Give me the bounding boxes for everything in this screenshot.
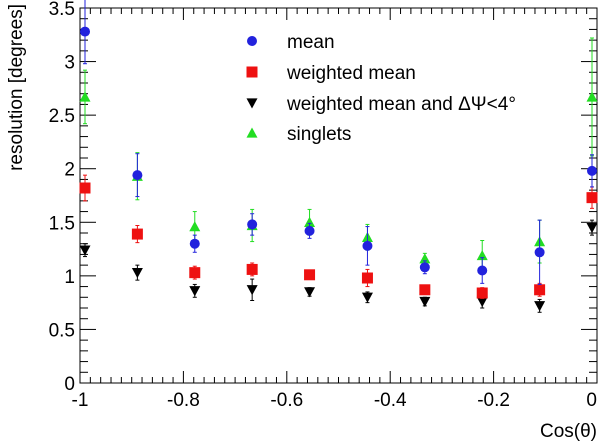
y-tick-label: 2: [64, 160, 75, 181]
data-point: [419, 262, 430, 273]
legend-marker: [246, 127, 258, 138]
data-point: [304, 216, 316, 227]
data-point: [586, 222, 598, 234]
data-point: [304, 225, 315, 236]
data-point: [189, 267, 201, 279]
y-tick-label: 2.5: [49, 106, 75, 127]
data-point: [534, 247, 545, 258]
data-point: [189, 286, 201, 297]
data-point: [476, 296, 488, 308]
x-tick-label: -0.2: [477, 390, 510, 411]
legend-marker: [247, 36, 257, 46]
x-tick-label: -0.6: [270, 390, 303, 411]
data-point: [247, 219, 258, 230]
legend-marker: [246, 66, 258, 78]
data-point: [131, 267, 143, 279]
y-tick-label: 3.5: [49, 0, 75, 20]
data-point: [79, 245, 91, 256]
legend-label: singlets: [287, 124, 351, 145]
x-tick-label: -1: [72, 390, 89, 411]
y-tick-label: 1.5: [49, 213, 75, 234]
data-point: [246, 263, 258, 275]
data-point: [131, 228, 143, 240]
series-weighted-mean-and: [79, 219, 598, 313]
legend-label: weighted mean: [286, 63, 416, 84]
data-point: [586, 192, 598, 204]
series-weighted-mean: [79, 174, 598, 299]
data-point: [476, 287, 488, 299]
data-point: [361, 292, 373, 303]
data-point: [304, 287, 316, 298]
x-axis: -1 -0.8 -0.6 -0.4 -0.2 0: [72, 8, 598, 411]
x-tick-label: -0.8: [167, 390, 200, 411]
data-point: [587, 165, 597, 176]
x-tick-label: -0.4: [374, 390, 407, 411]
data-point: [534, 284, 546, 296]
y-tick-label: 1: [64, 267, 75, 288]
data-point: [79, 91, 91, 102]
series-mean: [80, 0, 597, 285]
legend-label: mean: [287, 32, 335, 53]
data-point: [477, 265, 488, 276]
y-tick-label: 3: [64, 53, 75, 74]
legend-label: weighted mean and ΔΨ<4°: [286, 94, 516, 115]
data-point: [419, 253, 431, 264]
data-point: [304, 269, 316, 281]
data-point: [361, 272, 373, 284]
data-point: [189, 221, 201, 232]
data-point: [79, 182, 91, 194]
x-axis-label: Cos(θ): [540, 421, 597, 442]
x-tick-label: 0: [586, 390, 597, 411]
legend-marker: [246, 98, 258, 109]
data-point: [362, 240, 373, 251]
y-axis: 0 0.5 1 1.5 2 2.5 3 3.5: [49, 0, 597, 395]
data-point: [419, 284, 431, 296]
y-tick-label: 0.5: [49, 320, 75, 341]
data-point: [534, 301, 546, 312]
data-point: [132, 170, 143, 181]
legend: mean weighted mean weighted mean and ΔΨ<4°…: [246, 32, 516, 145]
data-point: [80, 26, 90, 37]
data-point: [586, 91, 598, 102]
y-axis-label: resolution [degrees]: [6, 4, 27, 171]
data-point: [189, 238, 200, 249]
data-point: [246, 285, 258, 296]
data-point: [476, 250, 488, 261]
data-point: [419, 296, 431, 308]
data-series: [79, 0, 598, 313]
y-tick-label: 0: [64, 374, 75, 395]
